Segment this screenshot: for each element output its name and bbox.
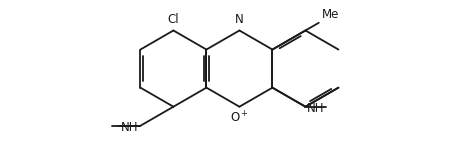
Text: N: N bbox=[234, 13, 243, 26]
Text: O$^+$: O$^+$ bbox=[229, 111, 248, 126]
Text: Cl: Cl bbox=[167, 13, 179, 26]
Text: NH: NH bbox=[307, 102, 324, 115]
Text: NH: NH bbox=[121, 121, 138, 134]
Text: Me: Me bbox=[321, 8, 338, 21]
